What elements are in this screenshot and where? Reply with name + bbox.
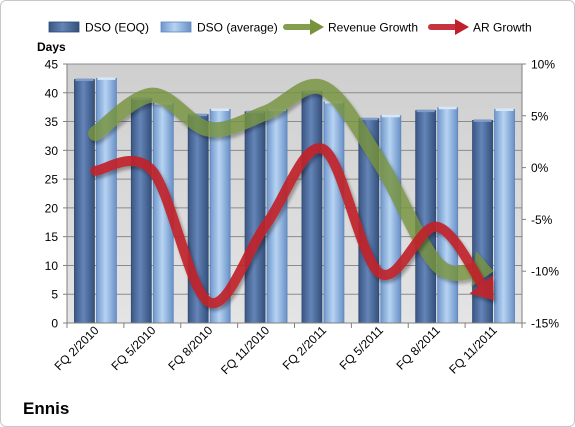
legend-label-ar-growth: AR Growth bbox=[473, 21, 532, 35]
revenue-growth-line bbox=[87, 78, 488, 281]
y-tick-label: 5 bbox=[51, 288, 58, 302]
bar-dso-eoq bbox=[244, 111, 266, 324]
bar-top-highlight bbox=[75, 78, 94, 82]
y-tick-label: 10 bbox=[45, 259, 59, 273]
y2-tick-label: -10% bbox=[531, 265, 559, 279]
y-tick-label: 20 bbox=[45, 201, 59, 215]
bar-top-highlight bbox=[211, 108, 230, 111]
ar-growth-arrowhead bbox=[469, 275, 494, 301]
bar-dso-average bbox=[323, 101, 345, 324]
bars bbox=[74, 77, 515, 324]
x-tick-label: FQ 2/2010 bbox=[52, 323, 102, 373]
legend-swatch-dso-(eoq) bbox=[48, 21, 80, 33]
x-tick-label: FQ 8/2010 bbox=[165, 323, 215, 373]
x-tick-label: FQ 11/2011 bbox=[446, 323, 500, 377]
bar-dso-eoq bbox=[74, 79, 95, 324]
y-axis-title: Days bbox=[37, 40, 66, 54]
y-tick-label: 30 bbox=[45, 144, 59, 158]
x-tick-label: FQ 2/2011 bbox=[280, 323, 330, 373]
y2-tick-label: 5% bbox=[531, 109, 549, 123]
bar-top-highlight bbox=[359, 117, 378, 121]
bar-dso-average bbox=[494, 109, 515, 324]
ar-growth-line-group bbox=[90, 143, 494, 309]
growth-lines bbox=[87, 78, 494, 309]
bar-top-highlight bbox=[416, 109, 435, 113]
y-tick-label: 0 bbox=[51, 317, 58, 331]
y2-tick-label: -15% bbox=[531, 317, 559, 331]
y2-tick-label: 0% bbox=[531, 161, 549, 175]
y-tick-label: 40 bbox=[45, 86, 59, 100]
bar-top-highlight bbox=[473, 119, 492, 122]
y-tick-label: 25 bbox=[45, 173, 59, 187]
legend-arrow-ar-growth bbox=[455, 19, 469, 35]
bar-dso-average bbox=[380, 115, 402, 324]
legend: DSO (EOQ) DSO (average) Revenue Growth AR G… bbox=[48, 19, 532, 35]
x-tick-label: FQ 5/2010 bbox=[108, 323, 158, 373]
bar-dso-eoq bbox=[301, 91, 323, 324]
bar-top-highlight bbox=[189, 113, 208, 117]
bar-dso-average bbox=[437, 107, 459, 324]
legend-label-dso-(eoq): DSO (EOQ) bbox=[85, 21, 149, 35]
x-tick-label: FQ 5/2011 bbox=[337, 323, 387, 373]
legend-arrow-revenue-growth bbox=[310, 19, 324, 35]
legend-label-revenue-growth: Revenue Growth bbox=[328, 21, 418, 35]
x-tick-label: FQ 8/2011 bbox=[393, 323, 443, 373]
legend-label-dso-(average): DSO (average) bbox=[197, 21, 278, 35]
bar-top-highlight bbox=[438, 106, 457, 110]
x-tick-label: FQ 11/2010 bbox=[218, 323, 272, 377]
bar-dso-eoq bbox=[415, 110, 437, 324]
bar-top-highlight bbox=[495, 108, 514, 111]
bar-dso-eoq bbox=[130, 98, 152, 324]
y2-tick-label: -5% bbox=[531, 213, 553, 227]
bar-top-highlight bbox=[381, 114, 400, 118]
y-tick-label: 45 bbox=[45, 58, 59, 72]
y-tick-label: 35 bbox=[45, 115, 59, 129]
y-tick-label: 15 bbox=[45, 230, 59, 244]
bar-top-highlight bbox=[97, 77, 116, 80]
y2-tick-label: 10% bbox=[531, 58, 555, 72]
legend-swatch-dso-(average) bbox=[160, 21, 192, 33]
ar-growth-line bbox=[90, 143, 490, 309]
company-name: Ennis bbox=[23, 399, 70, 418]
